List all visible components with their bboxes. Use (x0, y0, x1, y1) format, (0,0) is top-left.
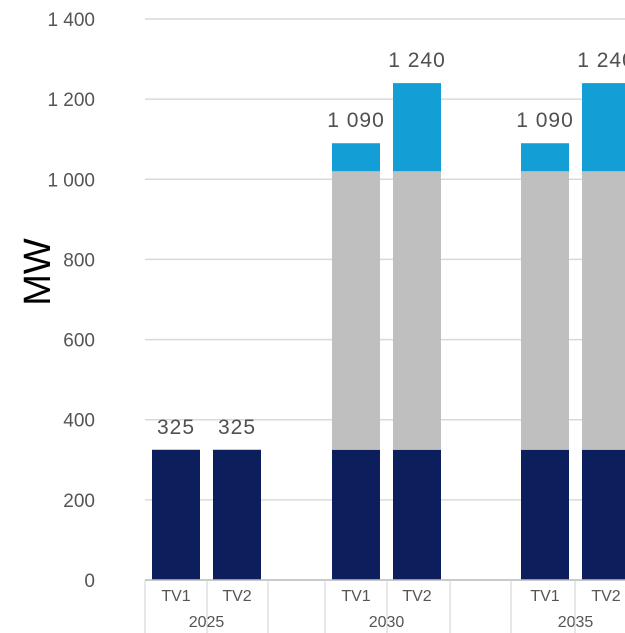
bar-segment (332, 143, 380, 172)
bar-total-label: 325 (218, 416, 256, 439)
x-category-label: TV1 (341, 588, 370, 605)
y-tick-label: 1 400 (47, 10, 95, 31)
y-axis-ticks: 0 200 400 600 800 1 000 1 200 1 400 (47, 10, 95, 592)
x-category-label: TV2 (402, 588, 431, 605)
bar-segment (213, 449, 261, 580)
bar-segment (521, 449, 569, 580)
bar-total-label: 1 240 (388, 49, 446, 72)
bar-segment (521, 143, 569, 172)
y-axis-label: MW (17, 238, 59, 306)
y-tick-label: 1 200 (47, 90, 95, 111)
x-category-label: TV2 (591, 588, 620, 605)
bar-segment (393, 83, 441, 172)
y-tick-label: 800 (63, 250, 95, 271)
bar-total-label: 1 090 (327, 109, 385, 132)
x-group-label: 2035 (558, 614, 594, 631)
bar-segment (582, 449, 625, 580)
y-tick-label: 0 (84, 571, 95, 592)
bar-total-label: 325 (157, 416, 195, 439)
x-category-label: TV1 (161, 588, 190, 605)
y-tick-label: 400 (63, 411, 95, 432)
bar-segment (332, 171, 380, 450)
x-category-label: TV2 (222, 588, 251, 605)
y-tick-label: 1 000 (47, 170, 95, 191)
bar-segment (332, 449, 380, 580)
data-labels: 325 325 1 090 1 240 1 090 1 240 (157, 49, 625, 439)
x-category-label: TV1 (530, 588, 559, 605)
bar-segment (521, 171, 569, 450)
bar-segment (582, 171, 625, 450)
bar-segment (393, 171, 441, 450)
y-tick-label: 200 (63, 491, 95, 512)
bar-total-label: 1 240 (577, 49, 625, 72)
bars (152, 83, 625, 580)
y-tick-label: 600 (63, 331, 95, 352)
bar-total-label: 1 090 (516, 109, 574, 132)
bar-segment (393, 449, 441, 580)
bar-segment (152, 449, 200, 580)
bar-segment (582, 83, 625, 172)
